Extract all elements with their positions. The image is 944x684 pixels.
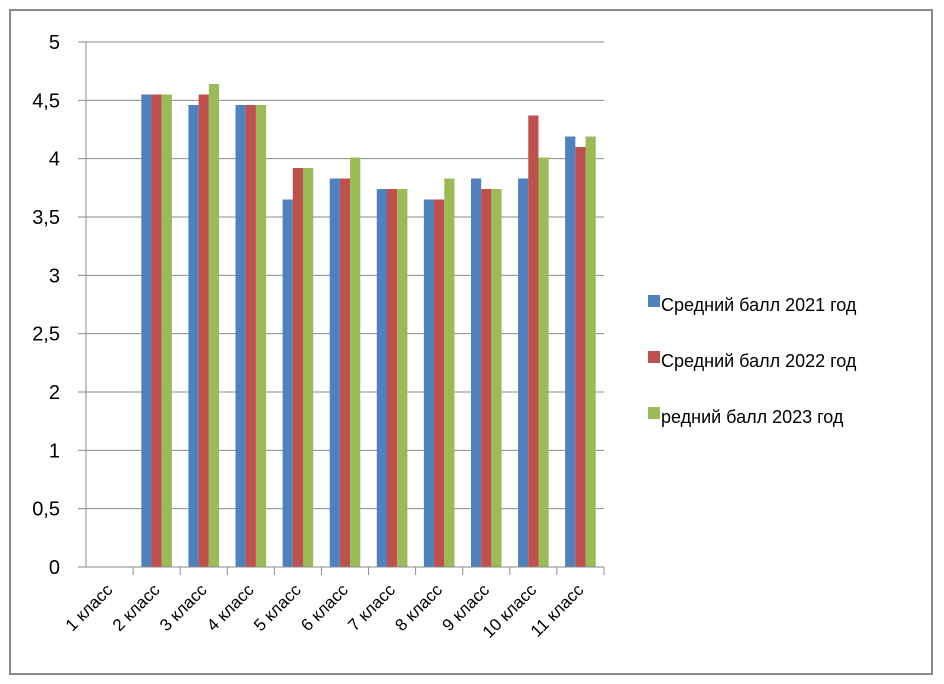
bar <box>538 157 549 567</box>
x-tick-label: 7 класс <box>344 580 399 635</box>
bar <box>397 189 408 567</box>
bar <box>481 189 492 567</box>
bar <box>255 105 267 567</box>
legend-swatch <box>648 407 660 419</box>
bar <box>208 84 220 567</box>
bar <box>423 199 435 567</box>
x-tick-label: 2 класс <box>109 580 164 635</box>
x-tick-label: 4 класс <box>203 580 258 635</box>
bar <box>376 189 387 567</box>
bar <box>339 178 351 567</box>
bar <box>470 178 482 567</box>
y-tick-label: 2,5 <box>32 324 60 346</box>
bar <box>198 94 209 567</box>
bar <box>303 168 314 567</box>
y-tick-label: 1 <box>49 440 60 462</box>
y-tick-label: 0 <box>49 557 60 579</box>
bar <box>141 94 152 567</box>
legend-label: редний балл 2023 год <box>661 407 844 427</box>
bar <box>528 115 539 567</box>
y-tick-label: 3 <box>49 265 60 287</box>
y-tick-label: 5 <box>49 32 60 54</box>
bar <box>575 147 586 567</box>
bar <box>350 157 361 567</box>
x-tick-label: 11 класс <box>527 580 588 641</box>
bar <box>386 189 398 567</box>
x-tick-label: 5 класс <box>250 580 305 635</box>
legend-swatch <box>648 295 660 307</box>
legend: Средний балл 2021 год Средний балл 2022 г… <box>648 295 857 427</box>
bar <box>188 105 199 567</box>
bar <box>151 94 162 567</box>
bar <box>245 105 256 567</box>
x-tick-label: 3 класс <box>156 580 211 635</box>
y-tick-label: 0,5 <box>32 499 60 521</box>
y-tick-label: 4,5 <box>32 90 60 112</box>
bar <box>329 178 340 567</box>
legend-swatch <box>648 351 660 363</box>
x-tick-label: 8 класс <box>391 580 446 635</box>
x-tick-label: 1 класс <box>62 580 117 635</box>
bar <box>161 94 172 567</box>
bar <box>491 189 502 567</box>
legend-label: Средний балл 2022 год <box>661 351 857 371</box>
legend-label: Средний балл 2021 год <box>661 295 857 315</box>
bar <box>292 168 304 567</box>
bar <box>585 136 596 567</box>
y-tick-label: 4 <box>49 149 60 171</box>
bars-layer <box>141 84 596 567</box>
bar <box>444 178 455 567</box>
bar <box>235 105 246 567</box>
y-tick-label: 2 <box>49 382 60 404</box>
bar <box>434 199 445 567</box>
bar <box>518 178 529 567</box>
x-tick-label: 6 класс <box>297 580 352 635</box>
bar <box>565 136 576 567</box>
bar <box>282 199 293 567</box>
y-tick-label: 3,5 <box>32 207 60 229</box>
